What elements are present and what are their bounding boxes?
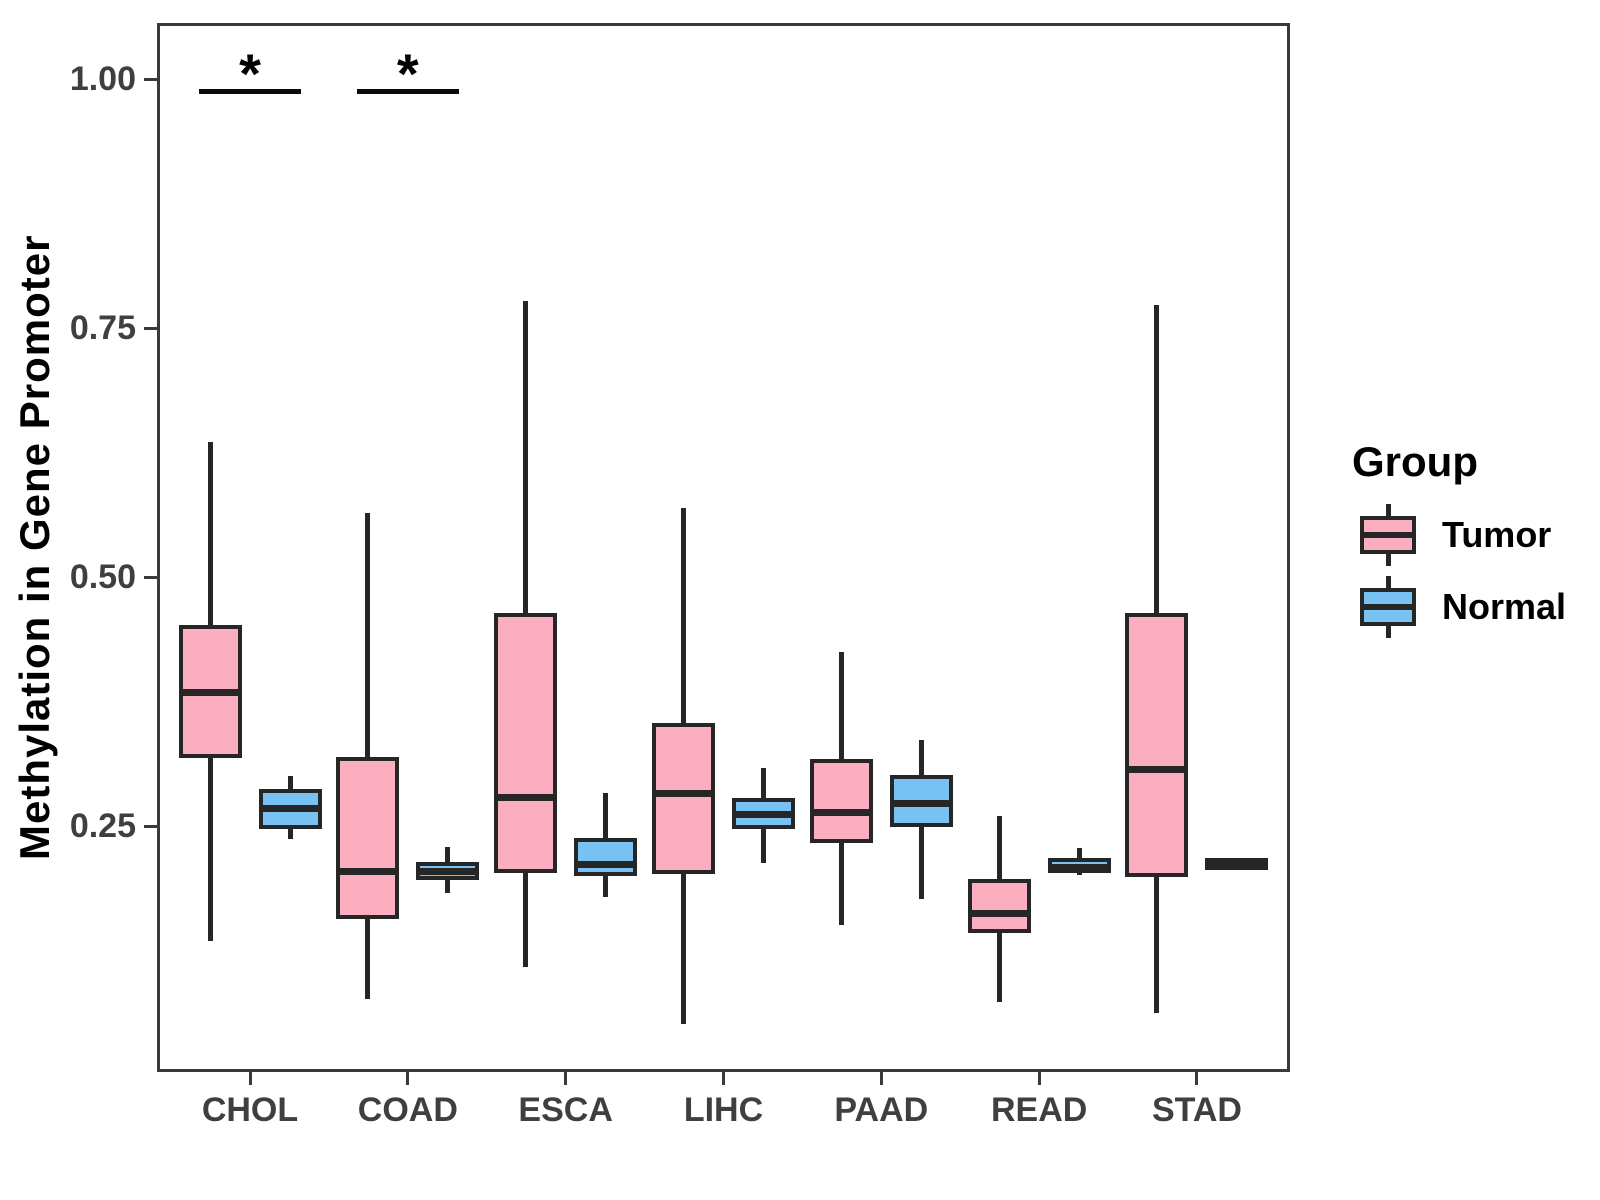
boxplot-read-tumor-median: [967, 910, 1031, 918]
significance-bar-coad: [356, 89, 459, 95]
x-tick-label: COAD: [357, 1091, 458, 1129]
x-tick-label: READ: [990, 1091, 1088, 1129]
legend: Group Tumor Normal: [1352, 438, 1592, 648]
x-tick-mark: [721, 1072, 725, 1085]
boxplot-coad-tumor-box: [336, 757, 400, 919]
y-tick-mark: [144, 326, 157, 330]
y-tick-label: 0.75: [69, 309, 136, 347]
x-tick-mark: [1037, 1072, 1041, 1085]
legend-item-normal: Normal: [1352, 576, 1592, 638]
y-tick-label: 1.00: [69, 60, 136, 98]
boxplot-paad-tumor-box: [809, 759, 873, 843]
x-tick-label: STAD: [1151, 1091, 1242, 1129]
legend-label-normal: Normal: [1442, 586, 1567, 627]
boxplot-lihc-tumor-median: [651, 789, 715, 797]
y-axis-title: Methylation in Gene Promoter: [11, 234, 58, 861]
boxplot-coad-tumor-median: [336, 868, 400, 876]
boxplot-read-normal-median: [1047, 864, 1111, 872]
significance-asterisk-chol: *: [239, 41, 261, 105]
y-tick-mark: [144, 77, 157, 81]
x-tick-mark: [248, 1072, 252, 1085]
boxplot-stad-tumor-box: [1125, 612, 1189, 877]
boxplot-paad-tumor-median: [809, 808, 873, 816]
legend-title: Group: [1352, 438, 1478, 485]
boxplot-esca-normal-box: [574, 837, 638, 876]
boxplot-stad-tumor-median: [1125, 765, 1189, 773]
boxplot-coad-tumor-whisker: [365, 513, 371, 1000]
boxplot-lihc-tumor-box: [651, 723, 715, 874]
legend-key-median: [1360, 604, 1416, 610]
y-tick-label: 0.50: [69, 558, 136, 596]
y-tick-label: 0.25: [69, 807, 136, 845]
x-tick-label: ESCA: [518, 1091, 613, 1129]
x-tick-mark: [406, 1072, 410, 1085]
boxplot-esca-tumor-box: [494, 612, 558, 873]
boxplot-stad-normal-median: [1205, 860, 1269, 868]
y-tick-mark: [144, 824, 157, 828]
boxplot-lihc-normal-median: [731, 810, 795, 818]
boxplot-read-tumor-box: [967, 878, 1031, 933]
legend-label-tumor: Tumor: [1442, 514, 1552, 555]
legend-key-median: [1360, 532, 1416, 538]
significance-asterisk-coad: *: [396, 41, 419, 105]
x-tick-mark: [564, 1072, 568, 1085]
boxplot-key-icon-tumor: [1360, 504, 1416, 566]
plot-panel: [157, 23, 1290, 1072]
significance-bar-chol: [199, 89, 301, 95]
y-tick-mark: [144, 575, 157, 579]
boxplot-chol-tumor-median: [178, 689, 242, 697]
x-tick-mark: [1195, 1072, 1199, 1085]
legend-item-tumor: Tumor: [1352, 504, 1592, 566]
boxplot-paad-normal-median: [889, 799, 953, 807]
x-tick-label: LIHC: [683, 1091, 764, 1129]
boxplot-chol-normal-median: [258, 804, 322, 812]
boxplot-coad-normal-median: [416, 868, 480, 876]
x-tick-label: CHOL: [201, 1091, 299, 1129]
boxplot-esca-tumor-median: [494, 793, 558, 801]
boxplot-key-icon-normal: [1360, 576, 1416, 638]
boxplot-esca-normal-median: [574, 861, 638, 869]
x-tick-label: PAAD: [834, 1091, 929, 1129]
x-tick-mark: [879, 1072, 883, 1085]
